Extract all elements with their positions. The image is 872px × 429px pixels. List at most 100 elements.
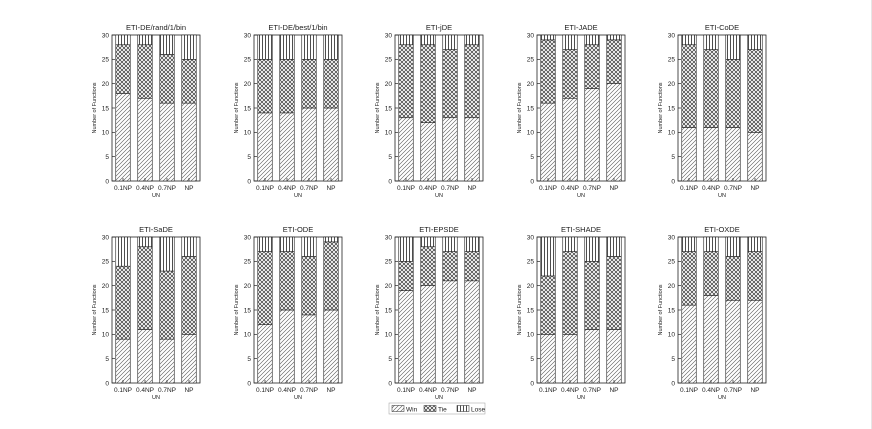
bar-lose-0_7NP	[442, 236, 458, 252]
bar-lose-0_4NP	[703, 236, 719, 252]
bar-lose-0_1NP	[257, 236, 273, 252]
bar-tie-0_1NP	[681, 251, 697, 306]
bar-win-0_4NP	[137, 329, 153, 384]
x-tick-label: 0.1NP	[397, 185, 415, 192]
y-tick-label: 25	[102, 57, 110, 64]
x-axis-label: UN	[435, 193, 443, 199]
bar-tie-0_7NP	[442, 49, 458, 119]
panel-title: ETI-DE/best/1/bin	[268, 23, 327, 32]
bar-lose-0_7NP	[442, 34, 458, 50]
y-tick-label: 5	[388, 154, 392, 161]
x-tick-label: 0.7NP	[583, 185, 601, 192]
y-tick-label: 10	[527, 332, 535, 339]
bar-lose-0_1NP	[115, 236, 131, 267]
y-axis-label: Number of Functions	[375, 82, 381, 133]
bar-win-NP	[181, 102, 197, 182]
bar-lose-NP	[464, 236, 480, 252]
bar-win-NP	[181, 334, 197, 384]
x-axis-label: UN	[435, 395, 443, 401]
x-tick-label: 0.4NP	[561, 185, 579, 192]
y-tick-label: 20	[527, 81, 535, 88]
bar-tie-0_1NP	[398, 44, 414, 119]
bar-lose-0_1NP	[398, 34, 414, 46]
y-tick-label: 25	[244, 259, 252, 266]
bar-tie-NP	[606, 39, 622, 84]
x-tick-label: 0.7NP	[441, 185, 459, 192]
x-tick-label: NP	[184, 185, 193, 192]
bar-lose-0_7NP	[301, 236, 317, 257]
panel-title: ETI-OXDE	[704, 225, 739, 234]
bar-tie-0_1NP	[398, 261, 414, 291]
bar-win-NP	[747, 132, 763, 182]
bar-tie-0_1NP	[257, 59, 273, 114]
bar-win-0_1NP	[540, 102, 556, 182]
bar-tie-0_4NP	[703, 251, 719, 296]
bar-win-0_1NP	[398, 290, 414, 384]
x-tick-label: NP	[467, 185, 476, 192]
y-axis-label: Number of Functions	[92, 82, 98, 133]
bar-tie-0_4NP	[703, 49, 719, 128]
bar-tie-0_7NP	[159, 54, 175, 104]
x-tick-label: 0.4NP	[561, 387, 579, 394]
bar-lose-0_4NP	[279, 236, 295, 252]
y-tick-label: 25	[244, 57, 252, 64]
legend-box	[388, 402, 486, 415]
y-tick-label: 20	[668, 283, 676, 290]
legend-swatch-tie	[423, 405, 437, 412]
bar-lose-0_7NP	[301, 34, 317, 60]
panel-9: ETI-SHADE 0 5 10 15 20 25 30 Number of Functions…	[517, 225, 626, 401]
x-axis-label: UN	[577, 395, 585, 401]
x-tick-label: 0.4NP	[419, 387, 437, 394]
x-tick-label: 0.1NP	[114, 387, 132, 394]
bar-lose-0_1NP	[257, 34, 273, 60]
legend-swatch-lose	[456, 405, 470, 412]
panel-title: ETI-SaDE	[139, 225, 173, 234]
bar-win-0_7NP	[442, 280, 458, 384]
y-tick-label: 15	[527, 307, 535, 314]
legend-label-lose: Lose	[471, 407, 485, 414]
y-tick-label: 5	[247, 154, 251, 161]
y-tick-label: 25	[385, 259, 393, 266]
bar-tie-0_7NP	[725, 256, 741, 301]
bar-tie-0_1NP	[540, 39, 556, 104]
panel-3: ETI-jDE 0 5 10 15 20 25 30 Number of Functions 0.…	[375, 23, 484, 199]
y-tick-label: 10	[244, 332, 252, 339]
x-tick-label: NP	[326, 387, 335, 394]
bar-tie-0_4NP	[562, 251, 578, 335]
panel-5: ETI-CoDE 0 5 10 15 20 25 30 Number of Functions 0…	[658, 23, 767, 199]
bar-lose-0_1NP	[681, 236, 697, 252]
y-tick-label: 0	[247, 178, 251, 185]
bar-win-0_1NP	[398, 117, 414, 182]
y-tick-label: 10	[527, 130, 535, 137]
x-tick-label: 0.1NP	[539, 387, 557, 394]
panel-1: ETI-DE/rand/1/bin 0 5 10 15 20 25 30 Number of F…	[92, 23, 201, 199]
y-tick-label: 10	[385, 130, 393, 137]
bar-lose-0_4NP	[420, 34, 436, 46]
bar-win-NP	[464, 117, 480, 182]
bar-tie-0_1NP	[257, 251, 273, 325]
y-tick-label: 30	[527, 234, 535, 241]
bar-tie-NP	[323, 59, 339, 109]
x-axis-label: UN	[152, 395, 160, 401]
y-axis-label: Number of Functions	[375, 284, 381, 335]
bar-win-0_4NP	[137, 97, 153, 182]
panel-8: ETI-EPSDE 0 5 10 15 20 25 30 Number of Functions…	[375, 225, 484, 401]
bar-lose-0_4NP	[137, 34, 153, 46]
bar-tie-NP	[464, 251, 480, 282]
legend: Win Tie Lose	[388, 402, 486, 415]
bar-win-NP	[323, 107, 339, 182]
y-tick-label: 5	[247, 356, 251, 363]
bar-tie-NP	[323, 241, 339, 311]
y-tick-label: 30	[244, 234, 252, 241]
y-tick-label: 25	[668, 259, 676, 266]
bar-win-0_4NP	[703, 127, 719, 182]
y-tick-label: 30	[668, 234, 676, 241]
panel-title: ETI-DE/rand/1/bin	[126, 23, 186, 32]
bar-tie-0_7NP	[301, 256, 317, 316]
y-tick-label: 15	[244, 105, 252, 112]
y-tick-label: 15	[102, 307, 110, 314]
bar-lose-0_7NP	[725, 34, 741, 60]
bar-lose-0_4NP	[420, 236, 436, 248]
y-axis-label: Number of Functions	[658, 82, 664, 133]
x-tick-label: 0.4NP	[278, 185, 296, 192]
